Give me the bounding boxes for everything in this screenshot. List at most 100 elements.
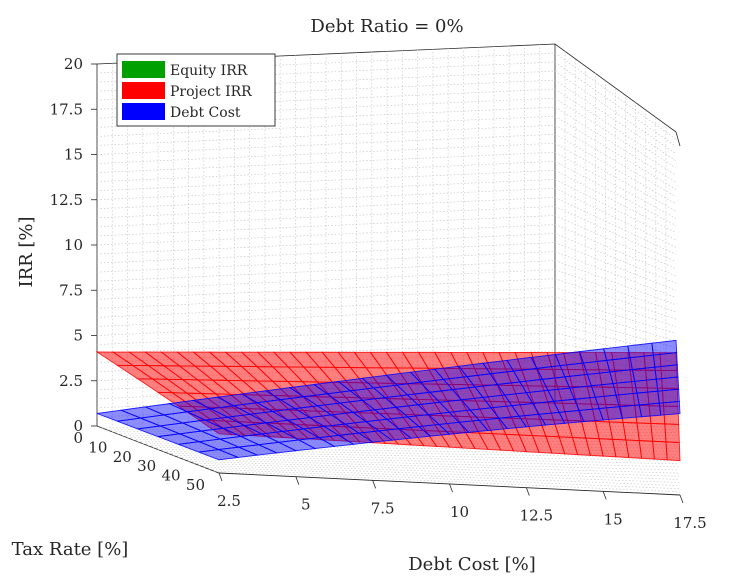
surface-cell	[636, 390, 660, 406]
z-tick-label: 10	[64, 236, 83, 254]
grid-line	[554, 170, 677, 234]
y-tick-label: 20	[113, 448, 132, 466]
z-tick-label: 5	[73, 327, 83, 345]
x-tick-label: 10	[450, 503, 469, 521]
y-tick-label: 10	[88, 438, 107, 456]
grid-line	[554, 224, 677, 277]
surface-cell	[618, 404, 643, 419]
x-tick-mark	[218, 472, 223, 482]
z-tick-label: 12.5	[50, 191, 83, 209]
x-tick-mark	[602, 491, 607, 500]
x-axis-label: Debt Cost [%]	[408, 554, 536, 575]
grid-line	[554, 106, 677, 183]
x-tick-label: 12.5	[520, 507, 553, 525]
legend-label: Equity IRR	[170, 63, 248, 79]
y-axis-label: Tax Rate [%]	[12, 539, 129, 560]
grid-line	[554, 179, 677, 241]
grid-line	[96, 79, 556, 101]
legend-swatch	[122, 82, 165, 99]
grid-line	[554, 206, 677, 262]
x-tick-mark	[525, 487, 530, 496]
grid-line	[96, 97, 556, 119]
surface-cell	[615, 392, 640, 408]
z-tick-label: 15	[64, 146, 83, 164]
legend-label: Project IRR	[170, 84, 252, 100]
surface-cell	[652, 440, 668, 461]
grid-line	[96, 70, 556, 92]
x-tick-mark	[449, 483, 453, 493]
surface-cell	[594, 394, 620, 410]
grid-line	[96, 52, 556, 74]
grid-line	[554, 124, 677, 198]
grid-line	[96, 332, 556, 354]
grid-line	[96, 287, 556, 309]
grid-line	[96, 133, 556, 155]
surface-cell	[658, 400, 681, 416]
legend: Equity IRR Project IRR Debt Cost	[116, 53, 276, 127]
y-tick-label: 30	[137, 457, 156, 475]
grid-line	[96, 269, 556, 291]
surface-cell	[650, 422, 667, 443]
surface-cell	[598, 406, 623, 421]
legend-swatch	[122, 61, 165, 78]
grid-line	[554, 296, 677, 334]
surface-cell	[638, 402, 662, 418]
y-tick-label: 40	[162, 467, 181, 485]
grid-line	[188, 460, 680, 477]
grid-line	[554, 242, 677, 291]
surface-cell	[655, 376, 680, 392]
grid-line	[193, 462, 680, 480]
z-axis-label: IRR [%]	[16, 216, 37, 287]
x-tick-label: 15	[604, 510, 623, 528]
right-wall-outline	[675, 131, 681, 147]
x-tick-mark	[679, 494, 684, 504]
surface-cell	[665, 441, 681, 462]
grid-line	[96, 251, 556, 273]
grid-line	[208, 468, 680, 490]
grid-line	[96, 242, 556, 264]
x-tick-label: 7.5	[371, 499, 395, 517]
surface-cell	[664, 423, 680, 443]
grid-line	[157, 449, 679, 458]
grid-line	[96, 124, 556, 146]
grid-line	[127, 437, 678, 440]
grid-line	[96, 314, 556, 336]
grid-line	[96, 206, 556, 228]
z-tick-label: 7.5	[59, 281, 83, 299]
grid-line	[554, 188, 677, 248]
grid-line	[173, 455, 679, 468]
grid-line	[168, 453, 679, 465]
grid-line	[96, 224, 556, 246]
surface-cell	[638, 440, 655, 460]
y-tick-label: 50	[186, 476, 205, 494]
x-tick-label: 5	[301, 496, 311, 514]
grid-line	[96, 142, 556, 164]
grid-line	[96, 115, 556, 137]
x-tick-label: 17.5	[673, 514, 706, 532]
x-tick-label: 2.5	[217, 492, 241, 510]
grid-line	[96, 179, 556, 201]
x-tick-mark	[372, 480, 377, 489]
z-tick-label: 0	[73, 417, 83, 435]
legend-label: Debt Cost	[170, 105, 241, 121]
grid-line	[554, 70, 677, 154]
tick-labels: 0 2.5 5 7.5 10 12.5 15 17.5 20 0 10 20 30 40 50 2.5 5 7.5…	[50, 55, 707, 532]
grid-line	[96, 296, 556, 318]
legend-swatch	[122, 103, 165, 120]
grid-line	[554, 97, 677, 176]
grid-line	[96, 188, 556, 210]
surface-cell	[636, 422, 654, 442]
grid-line	[213, 470, 680, 493]
grid-line	[203, 466, 680, 486]
x-tick-mark	[295, 476, 300, 485]
z-tick-label: 2.5	[59, 372, 83, 390]
surfaces	[95, 339, 681, 462]
debt-cost-surface	[96, 339, 681, 461]
grid-line	[96, 160, 556, 182]
z-tick-label: 20	[64, 55, 83, 73]
surface-cell	[657, 388, 680, 404]
chart-title: Debt Ratio = 0%	[310, 16, 463, 37]
z-tick-label: 17.5	[50, 100, 83, 118]
grid-line	[183, 458, 679, 474]
